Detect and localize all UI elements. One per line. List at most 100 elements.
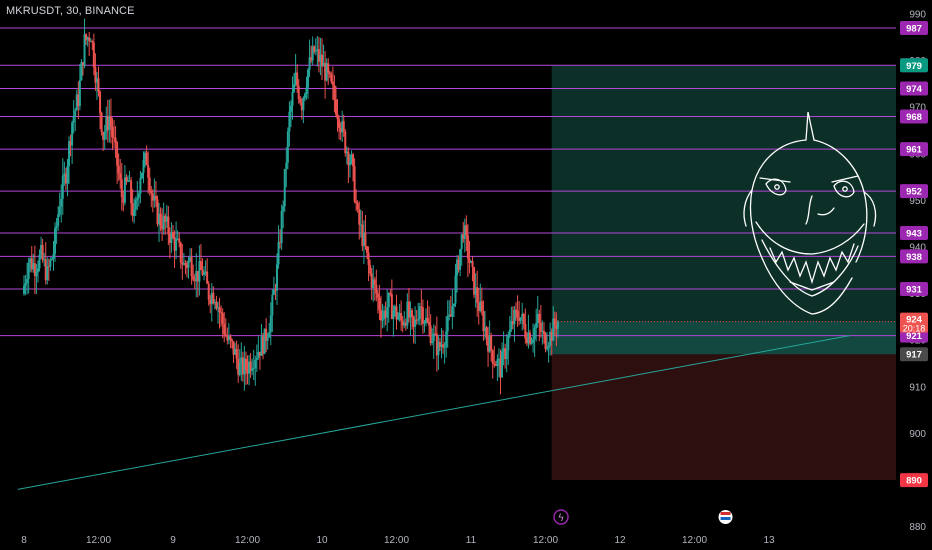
candle-body [448,314,451,317]
candle-body [511,321,514,325]
candle-body [52,253,55,259]
candle-body [77,94,80,106]
candle-body [274,289,277,291]
candle-body [424,317,427,323]
candle-body [272,289,275,295]
candle-body [64,173,67,184]
candle-body [97,78,100,92]
time-tick-label: 9 [170,535,176,546]
candle-body [355,201,358,204]
candle-body [311,46,314,61]
candle-body [88,37,91,42]
candle-body [401,320,404,326]
candle-body [158,213,161,225]
candle-body [521,313,524,318]
candle-body [460,234,463,250]
candle-body [260,336,263,356]
candle-body [302,98,305,111]
candle-body [24,283,27,286]
candle-body [404,322,407,326]
candle-body [116,142,119,166]
candle-body [550,331,553,341]
candle-body [317,49,320,62]
candle-body [533,328,536,340]
candle-body [555,325,558,329]
candle-body [196,271,199,282]
time-tick-label: 8 [21,535,27,546]
candle-body [303,93,306,99]
candle-body [338,119,341,129]
candle-body [350,154,353,162]
candle-body [237,358,240,375]
event-markers[interactable]: ϟ [553,509,733,525]
candle-body [95,78,98,83]
candle-body [535,323,538,329]
candle-body [466,235,469,259]
candle-body [126,181,129,183]
candle-body [372,279,375,289]
candle-body [438,342,441,348]
candle-body [471,261,474,268]
profit-zone[interactable] [551,65,896,355]
candle-body [229,336,232,340]
candle-body [215,301,218,309]
candle-body [128,180,131,182]
candle-body [398,313,401,318]
candle-body [81,62,84,66]
ascending-trendline[interactable] [17,335,850,490]
candle-body [55,226,58,229]
lightning-icon: ϟ [558,513,565,524]
candle-body [412,316,415,327]
earnings-event-icon[interactable] [553,509,569,525]
candle-body [393,306,396,311]
candle-body [480,301,483,312]
candle-body [310,57,313,61]
candle-body [78,80,81,106]
level-badge-label: 968 [906,112,922,123]
candle-body [331,81,334,86]
candle-body [339,128,342,133]
candle-body [154,196,157,200]
candle-body [246,370,249,374]
candle-body [556,321,559,329]
open-profit-zone [551,321,896,355]
candle-body [44,259,47,281]
candle-body [347,151,350,166]
candle-body [426,317,429,322]
time-axis[interactable]: 8 12:00 9 12:00 10 12:00 11 12:00 12 12:00 13 [21,535,775,546]
candle-body [165,216,168,222]
level-badge [900,249,928,264]
price-tick-label: 990 [909,9,926,20]
level-badge-label: 938 [906,252,922,263]
candle-body [206,271,209,284]
loss-zone[interactable] [551,354,896,481]
candle-body [60,198,63,207]
candle-body [168,234,171,243]
candle-body [375,284,378,294]
price-tick-label: 900 [909,429,926,440]
price-tick-label: 970 [909,103,926,114]
candle-body [362,232,365,246]
candle-body [359,224,362,226]
candle-body [133,209,136,216]
candle-body [488,335,491,352]
candle-body [544,334,547,349]
candle-body [507,336,510,351]
level-badge [900,281,928,296]
candle-body [176,238,179,240]
candle-body [519,317,522,321]
candle-body [69,141,72,146]
candle-body [342,121,345,132]
candle-body [465,225,468,236]
time-tick-label: 12:00 [533,535,558,546]
candle-body [499,358,502,378]
candle-body [26,278,29,284]
candle-body [46,266,49,281]
price-tick-label: 880 [909,522,926,533]
candle-body [80,62,83,81]
trendline[interactable] [17,335,850,490]
candle-body [109,116,112,127]
candle-body [282,206,285,211]
candle-body [103,131,106,140]
